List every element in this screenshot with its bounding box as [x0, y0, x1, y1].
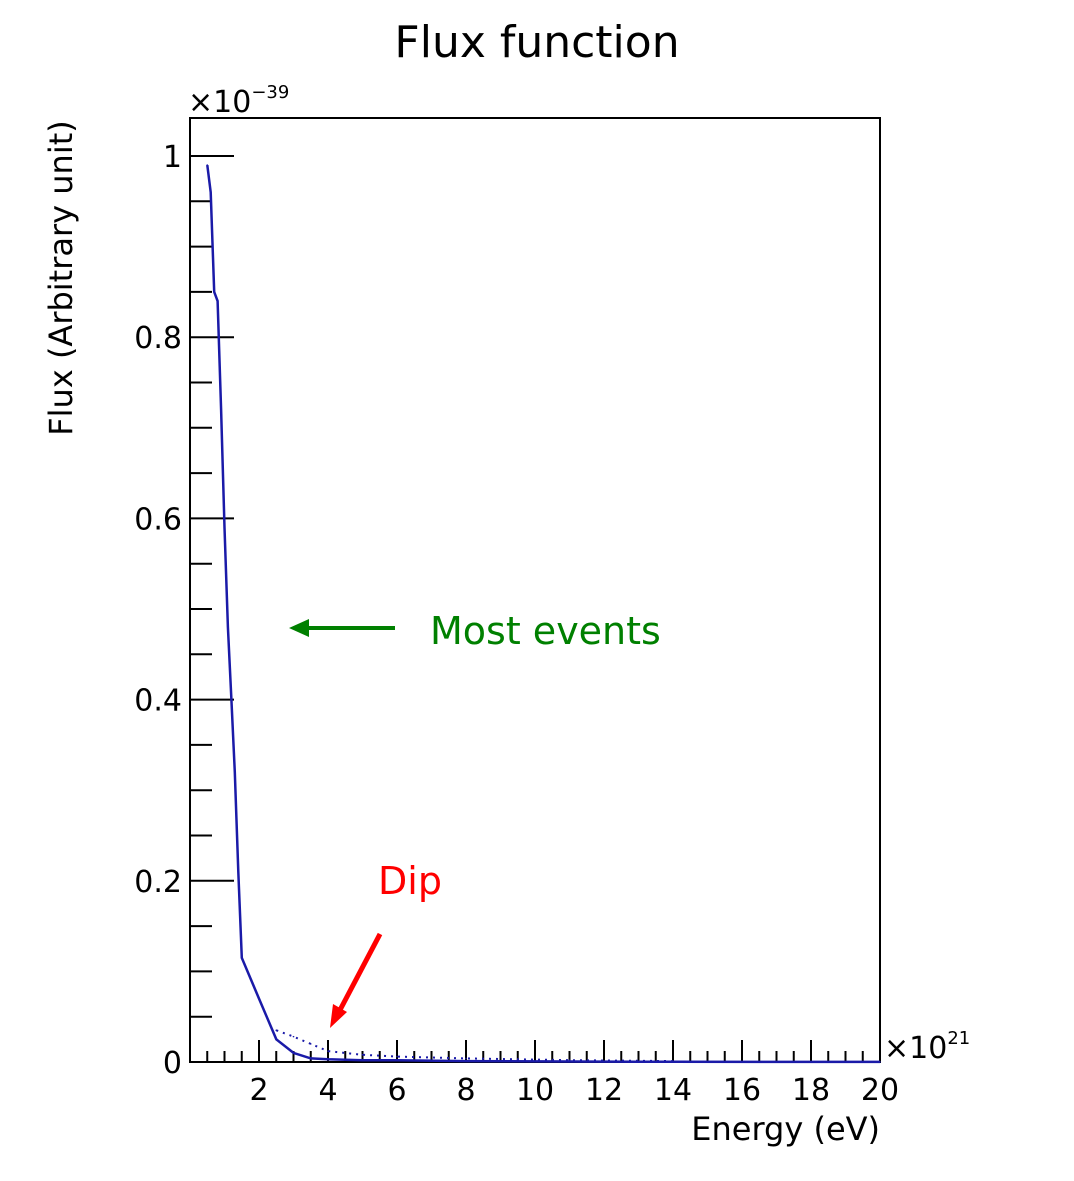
series-point — [275, 1029, 278, 1032]
series-point — [237, 870, 240, 873]
series-point — [206, 164, 209, 166]
series-line-dotted — [275, 1029, 674, 1063]
x-tick-label: 4 — [318, 1073, 337, 1108]
series-point — [275, 1038, 278, 1041]
data-series — [206, 164, 881, 1064]
y-tick-label: 0 — [163, 1046, 182, 1081]
axis-ticks — [190, 155, 864, 1063]
x-tick-label: 20 — [861, 1073, 899, 1108]
x-tick-label: 8 — [456, 1073, 475, 1108]
dip-label: Dip — [378, 859, 442, 903]
series-point — [361, 1053, 364, 1056]
x-multiplier-base: ×10 — [884, 1031, 947, 1066]
most-events-label: Most events — [430, 609, 661, 653]
x-tick-label: 18 — [792, 1073, 830, 1108]
series-point — [292, 1052, 295, 1054]
series-point — [879, 1061, 881, 1063]
series-point — [216, 300, 219, 302]
series-point — [258, 997, 260, 1000]
chart-title: Flux function — [394, 17, 679, 68]
x-axis-multiplier: ×1021 — [884, 1028, 970, 1066]
series-point — [568, 1060, 571, 1063]
dip-arrow-head — [330, 1004, 347, 1028]
series-point — [361, 1059, 364, 1061]
x-tick-label: 6 — [387, 1073, 406, 1108]
x-tick-label: 16 — [723, 1073, 761, 1108]
series-point — [309, 1043, 312, 1045]
y-tick-label: 0.2 — [134, 865, 182, 900]
series-point — [292, 1035, 295, 1038]
series-point — [309, 1057, 312, 1060]
series-point — [327, 1058, 329, 1061]
series-point — [672, 1060, 674, 1062]
x-tick-label: 10 — [516, 1073, 554, 1108]
series-point — [230, 698, 233, 701]
series-point — [396, 1055, 398, 1058]
dip-arrow-line — [337, 932, 383, 1012]
annotation-most-events: Most events — [289, 609, 661, 653]
y-axis-multiplier: ×10−39 — [188, 82, 289, 120]
x-axis-label: Energy (eV) — [691, 1110, 880, 1148]
axis-tick-labels: 00.20.40.60.812 4 6 8 10 12 14 16 18 20 — [134, 140, 899, 1108]
series-point — [223, 526, 226, 529]
y-multiplier-base: ×10 — [188, 85, 251, 120]
plot-frame — [189, 117, 881, 1063]
y-tick-label: 0.4 — [134, 684, 182, 719]
x-multiplier-exponent: 21 — [947, 1028, 970, 1049]
series-point — [213, 291, 215, 293]
series-point — [465, 1060, 467, 1062]
x-tick-label: 14 — [654, 1073, 692, 1108]
x-tick-label: 12 — [585, 1073, 623, 1108]
series-point — [396, 1059, 398, 1061]
y-multiplier-exponent: −39 — [251, 82, 289, 103]
series-point — [209, 191, 212, 194]
most-events-arrow-head — [289, 619, 309, 637]
y-tick-label: 1 — [163, 140, 182, 175]
x-tick-label: 2 — [249, 1073, 268, 1108]
series-point — [465, 1057, 467, 1060]
series-point — [234, 771, 236, 773]
series-point — [240, 957, 243, 959]
y-tick-label: 0.6 — [134, 502, 182, 537]
series-point — [327, 1050, 329, 1052]
series-point — [227, 626, 229, 628]
y-axis-label: Flux (Arbitrary unit) — [42, 120, 80, 435]
series-point — [220, 408, 222, 411]
series-point — [568, 1059, 571, 1061]
annotation-dip: Dip — [330, 859, 442, 1028]
y-tick-label: 0.8 — [134, 321, 182, 356]
series-line-solid — [206, 164, 881, 1064]
